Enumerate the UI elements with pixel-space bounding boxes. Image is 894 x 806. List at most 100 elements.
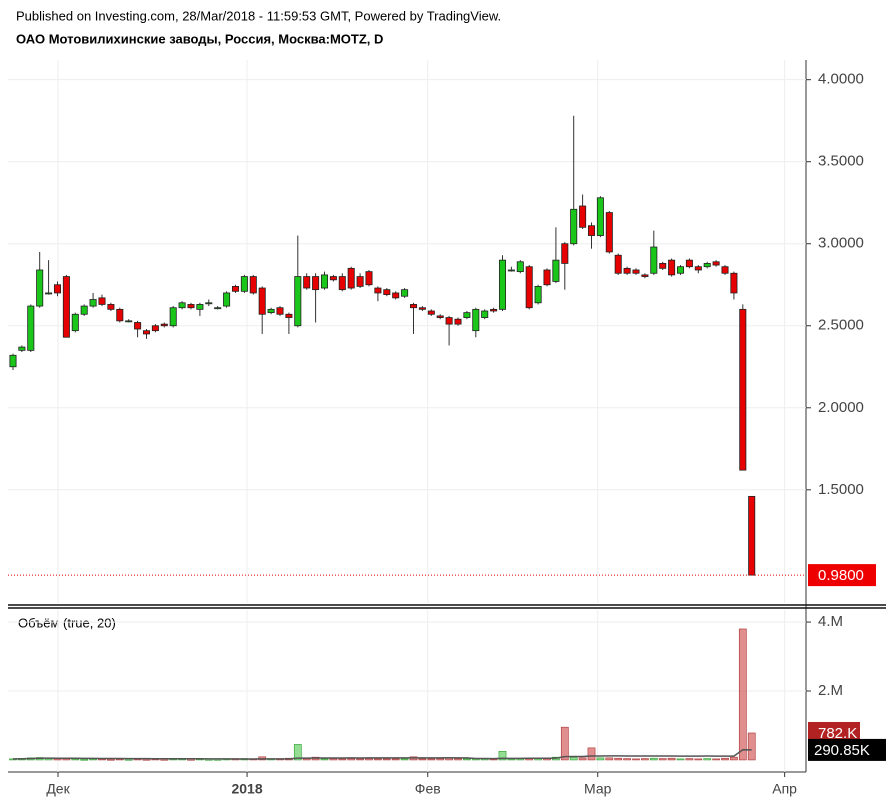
volume-title: Объём (true, 20) (18, 615, 116, 630)
candle-body (401, 289, 409, 297)
volume-bar (703, 758, 712, 761)
volume-bar (694, 758, 703, 761)
candle-body (365, 271, 373, 286)
candle-body (151, 325, 159, 332)
volume-bar (382, 758, 391, 761)
candle-body (516, 261, 524, 273)
volume-value-label: 782.K (818, 725, 857, 742)
candle-body (329, 276, 337, 281)
candle-body (694, 266, 702, 271)
candle-body (116, 308, 124, 322)
candle-body (552, 259, 560, 282)
candle-body (641, 274, 649, 277)
candle-body (463, 312, 471, 318)
candle-body (632, 269, 640, 274)
volume-bar (676, 758, 685, 761)
y-tick-label: 1.5000 (818, 481, 864, 498)
candle-body (570, 208, 578, 245)
candle-body (27, 305, 35, 351)
candle-body (712, 261, 720, 266)
candle-body (623, 267, 631, 274)
volume-bar (596, 757, 605, 761)
volume-bar (560, 726, 569, 761)
candle-body (80, 305, 88, 315)
candle-body (445, 317, 453, 325)
volume-bar (498, 751, 507, 761)
candle-body (303, 276, 311, 289)
volume-bar (320, 758, 329, 761)
candle-body (507, 269, 515, 272)
candle-body (169, 307, 177, 327)
y-tick-label: 4.0000 (818, 71, 864, 88)
candle-body (160, 323, 168, 327)
volume-bar (124, 758, 133, 761)
candle-body (668, 259, 676, 276)
x-tick-label: Фев (415, 781, 441, 797)
volume-bar (347, 758, 356, 761)
candle-body (18, 346, 26, 351)
candle-body (223, 292, 231, 307)
volume-bar (667, 757, 676, 761)
candle-body (53, 284, 62, 294)
candle-body (240, 276, 248, 292)
candle-body (187, 304, 195, 309)
volume-bar (649, 757, 658, 761)
candle-body (258, 287, 266, 315)
volume-bar (400, 758, 409, 761)
ma-value-label: 290.85K (814, 742, 870, 759)
candle-body (676, 266, 685, 274)
candle-body (267, 308, 275, 314)
volume-bar (712, 758, 720, 761)
candle-body (134, 322, 142, 330)
volume-bar (730, 756, 738, 761)
candle-body (142, 330, 151, 335)
y-tick-label: 3.5000 (818, 153, 864, 170)
candle-body (561, 243, 569, 264)
y-tick-label: 2.5000 (818, 317, 864, 334)
candle-body (481, 310, 489, 318)
candle-body (525, 266, 533, 309)
volume-bar (614, 757, 623, 761)
last-price-label: 0.9800 (818, 567, 864, 584)
volume-bar (605, 757, 614, 761)
y-tick-label: 2.M (818, 682, 843, 699)
volume-bar (80, 758, 89, 761)
volume-ma-line (12, 749, 752, 760)
candle-body (338, 276, 346, 291)
candle-body (472, 308, 480, 332)
volume-bar (391, 758, 400, 761)
candle-body (436, 315, 444, 318)
y-tick-label: 2.0000 (818, 399, 864, 416)
volume-bar (293, 744, 302, 761)
candle-body (383, 289, 391, 295)
candle-body (614, 254, 622, 274)
candle-body (427, 310, 435, 315)
candle-body (98, 297, 106, 305)
candle-body (685, 259, 693, 268)
volume-bar (632, 758, 640, 761)
candle-body (534, 285, 542, 304)
published-note: Published on Investing.com, 28/Mar/2018 … (16, 8, 501, 23)
candle-body (748, 495, 756, 576)
volume-bar (658, 758, 667, 761)
volume-bar (738, 628, 747, 761)
candle-body (498, 259, 507, 310)
candle-body (294, 276, 302, 327)
volume-bar (418, 758, 427, 761)
candle-body (587, 225, 596, 236)
candle-body (721, 266, 729, 274)
volume-bar (623, 758, 631, 761)
volume-bar (747, 732, 756, 761)
candle-body (605, 212, 613, 253)
candle-body (730, 272, 738, 294)
x-tick-label: Мар (584, 781, 612, 797)
candle-body (596, 197, 604, 236)
candle-body (418, 307, 426, 310)
volume-bar (107, 758, 115, 761)
volume-bar (374, 758, 382, 761)
volume-bar (578, 757, 587, 761)
candle-body (579, 205, 587, 228)
volume-bar (463, 758, 471, 761)
ma-label-box (808, 738, 886, 761)
